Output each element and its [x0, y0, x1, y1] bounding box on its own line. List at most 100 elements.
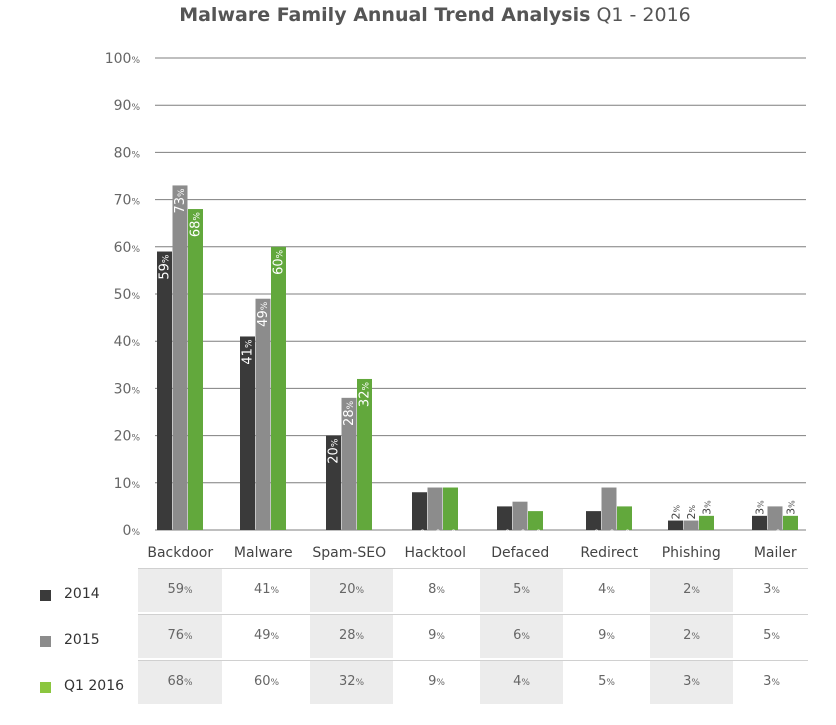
bar	[617, 506, 632, 530]
bar-data-label: 9%	[603, 529, 616, 544]
bar	[157, 251, 172, 530]
y-tick-label: 70%	[114, 193, 141, 209]
bar	[767, 506, 783, 530]
bar-data-label: 4%	[588, 529, 601, 544]
bar-data-label: 6%	[514, 529, 527, 544]
y-tick-label: 90%	[114, 98, 141, 114]
table-cell: 2%	[650, 614, 733, 658]
bar	[240, 336, 255, 530]
bar	[412, 492, 427, 530]
y-tick-label: 100%	[105, 51, 141, 67]
table-cell: 9%	[428, 628, 445, 643]
bar	[443, 487, 458, 530]
bar-data-label: 20%	[327, 438, 342, 464]
chart-title-main: Malware Family Annual Trend Analysis	[179, 4, 591, 26]
table-cell: 3%	[650, 660, 733, 704]
bar	[586, 511, 601, 530]
table-cell: 9%	[598, 628, 615, 643]
bar	[326, 435, 341, 530]
x-tick-label: Spam-SEO	[312, 545, 386, 561]
bar	[683, 520, 699, 530]
table-cell: 59%	[138, 568, 222, 612]
table-cell: 3%	[763, 582, 780, 597]
bar-data-label: 4%	[530, 529, 543, 544]
x-tick-label: Hacktool	[405, 545, 466, 561]
table-divider	[138, 568, 808, 569]
bar-data-label: 5%	[769, 529, 782, 544]
bar-data-label: 9%	[445, 529, 458, 544]
bar-data-label: 49%	[256, 301, 271, 327]
table-cell: 41%	[253, 582, 280, 597]
y-tick-label: 0%	[123, 523, 141, 539]
legend-label: 2014	[64, 586, 100, 602]
table-cell: 8%	[428, 582, 445, 597]
bar-data-label: 5%	[499, 529, 512, 544]
bar-data-label: 8%	[414, 529, 427, 544]
bar	[601, 487, 617, 530]
bar-data-label: 28%	[342, 400, 357, 426]
bar-data-label: 3%	[785, 500, 798, 515]
x-tick-label: Redirect	[580, 545, 638, 561]
table-cell: 5%	[763, 628, 780, 643]
y-tick-label: 50%	[114, 287, 141, 303]
table-cell: 20%	[310, 568, 393, 612]
bar	[497, 506, 512, 530]
legend-label: 2015	[64, 632, 100, 648]
bar	[528, 511, 543, 530]
y-tick-label: 60%	[114, 240, 141, 256]
chart-title: Malware Family Annual Trend Analysis Q1 …	[0, 4, 836, 26]
legend-swatch	[40, 636, 51, 647]
table-cell: 6%	[480, 614, 563, 658]
bar	[783, 515, 798, 530]
bar	[752, 515, 767, 530]
bar-data-label: 41%	[241, 339, 256, 365]
bar-data-label: 32%	[358, 382, 373, 408]
legend-label: Q1 2016	[64, 678, 125, 694]
table-cell: 68%	[138, 660, 222, 704]
bar	[255, 298, 271, 530]
x-tick-label: Backdoor	[147, 545, 213, 561]
bar	[357, 378, 372, 530]
bar-data-label: 59%	[158, 254, 173, 280]
bar-data-label: 3%	[754, 500, 767, 515]
table-cell: 4%	[480, 660, 563, 704]
bar-data-label: 73%	[173, 188, 188, 214]
table-cell: 60%	[253, 674, 280, 689]
table-cell: 2%	[650, 568, 733, 612]
x-tick-label: Defaced	[491, 545, 549, 561]
bar	[341, 397, 357, 530]
bar	[668, 520, 683, 530]
bar-data-label: 2%	[670, 505, 683, 520]
y-tick-label: 30%	[114, 381, 141, 397]
y-tick-label: 40%	[114, 334, 141, 350]
bar-data-label: 3%	[701, 500, 714, 515]
table-divider	[138, 660, 808, 661]
bar-data-label: 5%	[619, 529, 632, 544]
bar	[512, 501, 528, 530]
table-row: 2015 76% 49% 28% 9% 6% 9% 2% 5%	[0, 614, 836, 658]
y-tick-label: 80%	[114, 145, 141, 161]
bar	[699, 515, 714, 530]
table-row: 2014 59% 41% 20% 8% 5% 4% 2% 3%	[0, 568, 836, 612]
bar-data-label: 60%	[272, 249, 287, 275]
bar	[172, 185, 188, 530]
x-tick-label: Phishing	[662, 545, 721, 561]
chart-title-period: Q1 - 2016	[596, 4, 691, 26]
table-cell: 5%	[598, 674, 615, 689]
legend-swatch	[40, 590, 51, 601]
table-cell: 32%	[310, 660, 393, 704]
table-cell: 4%	[598, 582, 615, 597]
legend-swatch	[40, 682, 51, 693]
x-tick-label: Mailer	[754, 545, 797, 561]
bar-data-label: 9%	[429, 529, 442, 544]
bar	[271, 246, 286, 531]
table-cell: 3%	[763, 674, 780, 689]
table-cell: 28%	[310, 614, 393, 658]
y-tick-label: 10%	[114, 476, 141, 492]
data-table: 2014 59% 41% 20% 8% 5% 4% 2% 3% 2015 76% 49% 28% 9% 6%…	[0, 568, 836, 708]
bar	[427, 487, 443, 530]
table-cell: 9%	[428, 674, 445, 689]
table-cell: 76%	[138, 614, 222, 658]
x-tick-label: Malware	[234, 545, 293, 561]
table-cell: 5%	[480, 568, 563, 612]
